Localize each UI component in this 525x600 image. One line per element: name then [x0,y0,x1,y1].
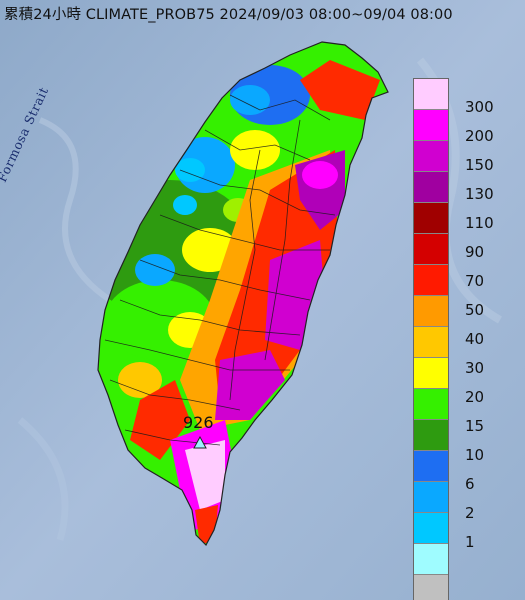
legend-swatch [414,358,448,389]
legend-swatch [414,389,448,420]
peak-rainfall-label: 926 [183,413,214,432]
legend-swatch [414,420,448,451]
color-legend [413,78,449,600]
legend-swatch [414,296,448,327]
legend-label: 10 [465,446,485,464]
legend-label: 200 [465,127,494,145]
legend-label: 70 [465,272,485,290]
legend-swatch [414,265,448,296]
legend-swatch [414,172,448,203]
legend-swatch [414,327,448,358]
legend-swatch [414,234,448,265]
legend-label: 30 [465,359,485,377]
legend-label: 1 [465,533,475,551]
legend-label: 300 [465,98,494,116]
legend-label: 2 [465,504,475,522]
legend-label: 15 [465,417,485,435]
legend-swatch [414,544,448,575]
legend-label: 150 [465,156,494,174]
legend-swatch [414,575,448,600]
legend-swatch [414,482,448,513]
legend-swatch [414,451,448,482]
legend-label: 6 [465,475,475,493]
legend-swatch [414,513,448,544]
county-boundaries [104,94,336,446]
legend-label: 40 [465,330,485,348]
legend-label: 110 [465,214,494,232]
legend-swatch [414,79,448,110]
rainfall-shading [98,42,388,545]
legend-label: 130 [465,185,494,203]
map-title: 累積24小時 CLIMATE_PROB75 2024/09/03 08:00~0… [4,7,453,23]
legend-label: 90 [465,243,485,261]
legend-swatch [414,203,448,234]
legend-label: 20 [465,388,485,406]
legend-swatch [414,110,448,141]
taiwan-outline [97,41,389,546]
legend-swatch [414,141,448,172]
legend-label: 50 [465,301,485,319]
peak-station-marker [193,435,207,449]
